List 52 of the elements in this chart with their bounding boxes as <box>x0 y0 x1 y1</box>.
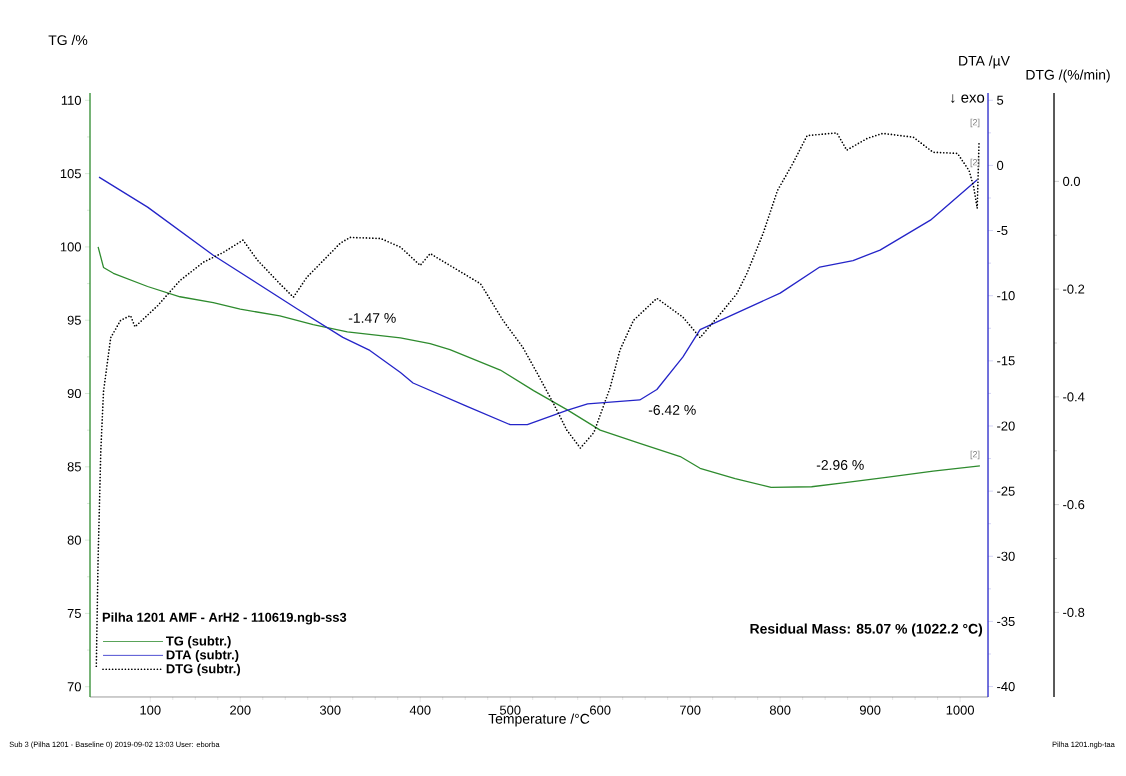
y2-tick-label: -20 <box>997 421 1015 431</box>
y2-tick-label: -5 <box>997 226 1008 236</box>
legend-label: DTA (subtr.) <box>166 649 239 663</box>
line-series <box>98 176 978 426</box>
y-tick-label: 70 <box>67 682 81 692</box>
annotation: [2] <box>970 118 980 128</box>
y-tick-label: 105 <box>60 169 81 179</box>
legend-label: DTG (subtr.) <box>166 663 241 676</box>
y-tick-label: 100 <box>60 242 81 252</box>
y3-tick-label: -0.2 <box>1063 284 1085 294</box>
y2-tick-label: -30 <box>997 551 1015 561</box>
annotation: -1.47 % <box>348 313 396 323</box>
x-tick-label: 400 <box>409 705 431 715</box>
line-series <box>97 246 981 488</box>
y-tick-label: 80 <box>67 535 81 545</box>
y2-tick-label: -40 <box>997 681 1015 692</box>
y-tick-label: 95 <box>67 315 81 325</box>
x-tick-label: 600 <box>590 705 611 715</box>
x-tick-label: 300 <box>319 705 341 715</box>
y2-tick-label: -35 <box>997 616 1015 626</box>
annotation: -6.42 % <box>648 405 696 415</box>
y3-tick-label: -0.4 <box>1063 392 1085 402</box>
x-tick-label: 1000 <box>946 705 975 715</box>
y2-tick-label: -15 <box>997 356 1015 366</box>
x-tick-label: 500 <box>499 705 521 715</box>
y2-axis-title: DTA /µV <box>959 55 1010 69</box>
x-tick-label: 900 <box>859 705 881 715</box>
annotation: ↓ exo <box>951 94 985 104</box>
x-axis-title: Temperature /°C <box>488 713 590 727</box>
y3-tick-label: -0.6 <box>1063 500 1085 510</box>
y3-tick-label: 0.0 <box>1063 176 1081 186</box>
annotation: [2] <box>970 450 980 460</box>
y-tick-label: 90 <box>67 388 81 399</box>
x-tick-label: 200 <box>230 705 251 715</box>
legend-title: Pilha 1201 AMF - ArH2 - 110619.ngb-ss3 <box>102 612 347 625</box>
x-tick-label: 100 <box>140 705 161 715</box>
legend-label: TG (subtr.) <box>166 636 231 649</box>
y-axis-title: TG /% <box>48 34 88 46</box>
y-tick-label: 85 <box>67 462 81 472</box>
y2-tick-label: 5 <box>997 95 1004 105</box>
x-tick-label: 800 <box>769 705 791 715</box>
y-tick-label: 110 <box>61 95 81 105</box>
y3-tick-label: -0.8 <box>1063 607 1085 617</box>
x-tick-label: 700 <box>680 705 701 715</box>
y2-tick-label: -25 <box>997 486 1015 496</box>
annotation: Residual Mass: 85.07 % (1022.2 °C) <box>750 623 983 637</box>
y3-axis-title: DTG /(%/min) <box>1026 69 1110 83</box>
y2-tick-label: -10 <box>997 291 1015 301</box>
annotation: [2] <box>970 158 980 168</box>
annotation: -2.96 % <box>816 460 864 470</box>
y2-tick-label: 0 <box>997 160 1004 170</box>
y-tick-label: 75 <box>67 608 81 618</box>
